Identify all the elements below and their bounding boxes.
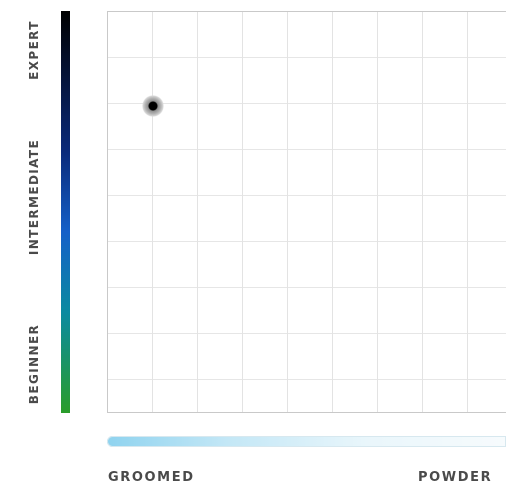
- y-label-intermediate: INTERMEDIATE: [27, 138, 41, 256]
- position-marker[interactable]: [142, 95, 164, 117]
- plot-grid[interactable]: [107, 11, 506, 413]
- terrain-gradient-bar: [107, 436, 506, 447]
- x-label-powder: POWDER: [418, 470, 493, 485]
- skill-gradient-bar: [61, 11, 70, 413]
- x-label-groomed: GROOMED: [108, 470, 195, 485]
- y-label-beginner: BEGINNER: [27, 323, 41, 405]
- y-label-expert: EXPERT: [27, 20, 41, 80]
